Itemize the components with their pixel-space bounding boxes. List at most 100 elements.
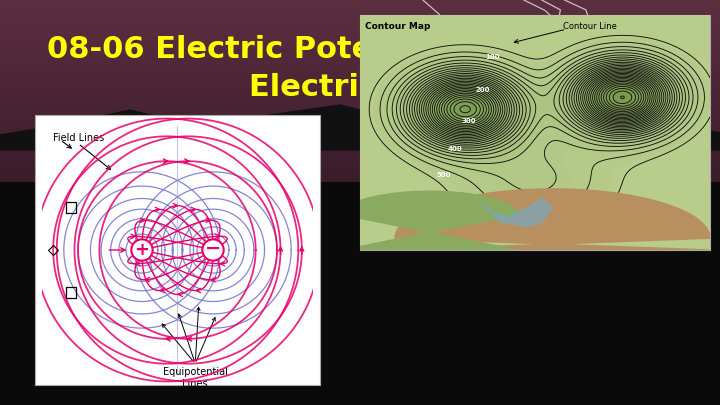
Bar — [0, 100, 720, 101]
Bar — [35, 115, 320, 385]
Bar — [0, 195, 720, 196]
Bar — [0, 88, 720, 89]
Bar — [0, 386, 720, 387]
Bar — [0, 11, 720, 12]
Bar — [0, 269, 720, 270]
Bar — [0, 151, 720, 152]
Bar — [0, 396, 720, 397]
Bar — [0, 117, 720, 118]
Bar — [0, 308, 720, 309]
Bar — [0, 131, 720, 132]
Bar — [0, 358, 720, 359]
Bar — [0, 9, 720, 10]
Bar — [0, 53, 720, 54]
Bar — [0, 359, 720, 360]
Bar — [0, 238, 720, 239]
Bar — [0, 208, 720, 209]
Bar — [0, 143, 720, 144]
Bar — [0, 329, 720, 330]
Bar — [0, 95, 720, 96]
Bar — [0, 384, 720, 385]
Bar — [0, 230, 720, 231]
Bar — [0, 158, 720, 159]
Bar — [0, 52, 720, 53]
Bar — [0, 215, 720, 216]
Bar — [0, 42, 720, 43]
Bar — [0, 261, 720, 262]
Bar — [0, 259, 720, 260]
Bar — [0, 293, 720, 294]
Bar — [0, 236, 720, 237]
Bar — [0, 6, 720, 7]
Bar — [0, 138, 720, 139]
Bar — [0, 403, 720, 404]
Text: Electric Field: Electric Field — [248, 72, 472, 102]
Bar — [0, 93, 720, 94]
Text: 400: 400 — [447, 146, 462, 152]
Bar — [0, 334, 720, 335]
Bar — [0, 68, 720, 69]
Bar — [0, 205, 720, 206]
Bar — [0, 265, 720, 266]
Bar — [0, 304, 720, 305]
Bar — [0, 29, 720, 30]
Bar — [0, 149, 720, 150]
Bar — [0, 170, 720, 171]
Bar — [0, 335, 720, 336]
Bar — [0, 168, 720, 169]
Bar — [0, 203, 720, 204]
Bar — [0, 297, 720, 298]
Bar — [0, 139, 720, 140]
Bar — [0, 32, 720, 33]
Bar — [0, 260, 720, 261]
Text: Equipotential
Lines: Equipotential Lines — [163, 367, 228, 389]
Bar — [0, 67, 720, 68]
Bar — [0, 172, 720, 173]
Bar — [0, 223, 720, 224]
Bar — [0, 275, 720, 276]
Bar — [0, 84, 720, 85]
Bar — [0, 262, 720, 263]
Bar — [0, 191, 720, 192]
Bar — [0, 305, 720, 306]
Bar — [0, 198, 720, 199]
Bar — [0, 2, 720, 3]
Bar — [0, 328, 720, 329]
Bar — [0, 402, 720, 403]
Bar — [0, 320, 720, 321]
Bar — [0, 217, 720, 218]
Bar — [0, 181, 720, 182]
Bar — [0, 182, 720, 183]
Bar — [0, 252, 720, 253]
Bar — [0, 278, 720, 279]
Bar — [0, 312, 720, 313]
Bar — [0, 70, 720, 71]
Bar — [0, 350, 720, 351]
Bar — [0, 243, 720, 244]
Bar — [0, 107, 720, 108]
Bar — [0, 39, 720, 40]
Bar — [0, 153, 720, 154]
Bar — [0, 306, 720, 307]
Polygon shape — [0, 105, 720, 150]
Polygon shape — [482, 198, 552, 226]
Bar — [0, 54, 720, 55]
Bar — [0, 390, 720, 391]
Bar — [0, 148, 720, 149]
Bar — [0, 341, 720, 342]
Bar — [0, 282, 720, 283]
Bar — [0, 248, 720, 249]
Bar — [0, 45, 720, 46]
Bar — [0, 34, 720, 35]
Text: Contour Map: Contour Map — [365, 22, 431, 31]
Bar — [0, 251, 720, 252]
Bar — [66, 287, 76, 298]
Bar — [0, 257, 720, 258]
Bar — [0, 283, 720, 284]
Bar — [0, 14, 720, 15]
Bar — [0, 4, 720, 5]
Bar — [0, 363, 720, 364]
Bar — [0, 126, 720, 127]
Bar — [0, 370, 720, 371]
Bar — [0, 266, 720, 267]
